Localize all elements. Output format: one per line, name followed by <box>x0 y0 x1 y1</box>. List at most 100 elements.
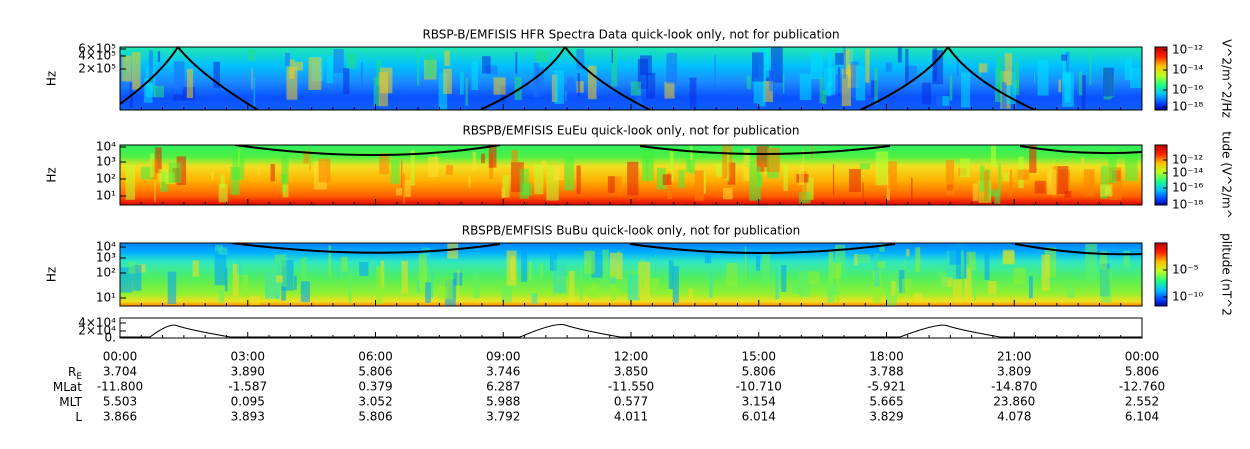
ephemeris-value: 3.809 <box>997 365 1031 379</box>
spectrogram-cell <box>744 246 747 281</box>
spectrogram-cell <box>258 165 260 175</box>
spectrogram-cell <box>167 271 177 305</box>
spectrogram-cell <box>1100 268 1112 303</box>
spectrogram-cell <box>501 284 512 303</box>
spectrogram-cell <box>444 278 453 300</box>
spectrogram-cell <box>775 268 780 300</box>
spectrogram-cell <box>568 271 575 303</box>
spectrogram-cell <box>326 55 334 84</box>
spectrogram-cell <box>121 55 132 82</box>
x-tick-label: 03:00 <box>230 350 265 364</box>
spectrogram-cell <box>602 249 609 286</box>
spectrogram-cell <box>232 149 245 180</box>
spectrogram-cell <box>1057 166 1069 195</box>
ephemeris-value: 6.287 <box>486 380 520 394</box>
spectrogram-cell <box>265 273 278 299</box>
spectrogram-cell <box>465 77 468 106</box>
spectrogram-cell <box>860 163 871 170</box>
spectrogram-cell <box>159 172 169 192</box>
spectrogram-cell <box>468 175 471 188</box>
spectrogram-cell <box>153 85 164 98</box>
ephemeris-value: 5.806 <box>1125 365 1159 379</box>
spectrogram-cell <box>540 263 543 279</box>
spectrogram-cell <box>396 188 403 196</box>
spectrogram-cell <box>756 146 769 172</box>
spectrogram-cell <box>827 282 839 296</box>
spectrogram-cell <box>1100 165 1108 199</box>
spectrogram-cell <box>938 271 948 287</box>
spectrogram-cell <box>849 48 853 71</box>
spectrogram-cell <box>650 277 660 291</box>
spectrogram-cell <box>225 268 228 292</box>
ephemeris-value: 3.893 <box>231 410 265 424</box>
spectrogram-cell <box>192 260 200 277</box>
spectrogram-cell <box>158 168 169 182</box>
spectrogram-cell <box>1047 169 1057 195</box>
spectrogram-cell <box>457 270 460 297</box>
spectrogram-cell <box>515 52 518 74</box>
x-tick-label: 15:00 <box>741 350 776 364</box>
spectrogram-cell <box>763 167 768 175</box>
spectrogram-cell <box>360 62 363 90</box>
y-tick-label: 10² <box>96 266 116 280</box>
spectrogram-cell <box>270 163 275 182</box>
x-tick-label: 00:00 <box>1125 350 1160 364</box>
spectrogram-cell <box>473 274 480 299</box>
colorbar-tick-label: 10⁻¹⁴ <box>1172 63 1203 77</box>
spectrogram-cell <box>703 171 706 194</box>
spectrogram-cell <box>1009 169 1013 197</box>
spectrogram-cell <box>281 173 287 193</box>
x-tick-label: 06:00 <box>358 350 393 364</box>
spectrogram-cell <box>410 149 415 186</box>
spectrogram-cell <box>966 251 976 271</box>
spectrogram-cell <box>646 72 656 99</box>
spectrogram-cell <box>905 48 909 86</box>
spectrogram-cell <box>911 177 913 204</box>
spectrogram-cell <box>418 253 427 288</box>
spectrogram-cell <box>949 75 953 101</box>
spectrogram-cell <box>801 177 814 200</box>
spectrogram-cell <box>521 162 524 175</box>
spectrogram-cell <box>155 147 162 174</box>
colorbar-tick-label: 10⁻⁵ <box>1172 263 1199 277</box>
spectrogram-cell <box>218 183 228 203</box>
spectrogram-cell <box>425 55 436 79</box>
spectrogram-cell <box>402 173 406 204</box>
spectrogram-cell <box>850 61 859 98</box>
spectrogram-cell <box>611 48 618 87</box>
ephemeris-value: -14.870 <box>991 380 1037 394</box>
ephemeris-value: 5.806 <box>358 410 392 424</box>
y-tick-label: 10⁴ <box>96 140 116 154</box>
spectrogram-cell <box>857 254 870 264</box>
spectrogram-cell <box>1103 67 1114 97</box>
y-tick-label: 10¹ <box>96 189 116 203</box>
colorbar-label: plitude (nT^2 <box>1220 233 1234 316</box>
spectrogram-cell <box>425 282 431 303</box>
spectrogram-cell <box>987 189 1000 197</box>
spectrogram-cell <box>832 262 842 279</box>
x-tick-label: 09:00 <box>486 350 521 364</box>
spectrogram-cell <box>828 251 834 287</box>
spectrogram-cell <box>945 159 954 196</box>
spectrogram-cell <box>743 148 750 181</box>
colorbar <box>1154 46 1168 111</box>
spectrogram-cell <box>906 249 910 257</box>
ephemeris-value: 2.552 <box>1125 395 1159 409</box>
spectrogram-cell <box>1100 184 1113 197</box>
ephemeris-value: 3.866 <box>103 410 137 424</box>
ephemeris-value: 3.052 <box>358 395 392 409</box>
spectrogram-cell <box>343 67 350 95</box>
spectrogram-cell <box>584 250 595 274</box>
spectrogram-cell <box>641 150 654 181</box>
spectrogram-cell <box>874 253 880 287</box>
spectrogram-cell <box>655 254 657 278</box>
spectrogram-cell <box>550 248 557 271</box>
spectrogram-cell <box>1064 71 1071 103</box>
y-tick-label: 10² <box>96 172 116 186</box>
spectrogram-cell <box>447 243 459 259</box>
spectrogram-cell <box>769 69 776 92</box>
spectrogram-cell <box>783 165 788 191</box>
cyclotron-curve <box>231 243 1142 256</box>
spectrogram-cell <box>1141 149 1142 186</box>
spectrogram <box>120 145 1142 205</box>
